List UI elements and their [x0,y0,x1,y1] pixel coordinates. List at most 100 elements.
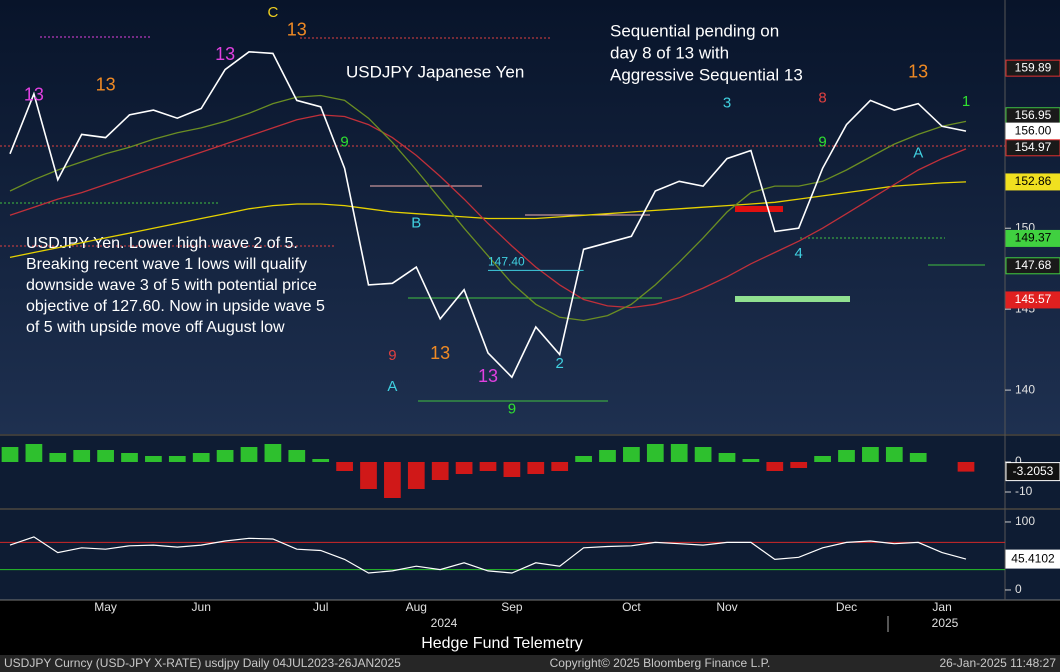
price-label: 145.57 [1015,292,1052,306]
x-tick-label: May [94,600,117,614]
y-tick-label: 0 [1015,454,1022,468]
sequential-count: A [913,145,923,162]
histogram-bar [670,443,688,462]
sequential-count: 13 [215,44,235,64]
histogram-bar [862,446,879,462]
histogram-bar [694,446,712,462]
histogram-bar [288,449,306,462]
sequential-count: 3 [723,95,731,112]
histogram-bar [264,443,282,462]
histogram-bar [551,461,569,471]
sequential-count: 1 [962,93,970,110]
watermark: Hedge Fund Telemetry [421,635,583,652]
histogram-bar [25,443,43,462]
sequential-count: 4 [795,245,803,262]
histogram-bar [623,446,640,462]
sequential-count: 13 [430,343,450,363]
chart-title: USDJPY Japanese Yen [346,62,524,81]
annotation: Sequential pending on [610,21,779,40]
footer-center: Copyright© 2025 Bloomberg Finance L.P. [550,656,771,670]
histogram-bar [718,452,736,462]
last-value-box [1005,549,1060,569]
histogram-bar [885,446,903,462]
histogram-bar [766,461,784,471]
histogram-bar [49,452,67,462]
histogram-bar [479,461,497,471]
year-label: 2024 [431,616,458,630]
last-value-label: 45.4102 [1011,551,1055,565]
x-tick-label: Oct [622,600,641,614]
histogram-bar [216,449,234,462]
sequential-count: 9 [818,133,826,150]
histogram-bar [336,461,353,471]
signal-bar [735,296,850,302]
histogram-bar [145,455,162,462]
histogram-bar [168,455,186,462]
histogram-bar [814,455,831,462]
price-label: 152.86 [1015,174,1052,188]
sequential-count: 2 [556,355,564,372]
sequential-count: 13 [287,20,307,40]
price-label: 156.95 [1015,108,1052,122]
histogram-bar [790,461,808,468]
histogram-bar [599,449,616,462]
price-label-box [1005,173,1060,191]
histogram-bar [838,449,855,462]
footer-right: 26-Jan-2025 11:48:27 [939,656,1056,670]
histogram-bar [527,461,545,474]
x-tick-label: Jul [313,600,328,614]
rsi-line [9,536,967,574]
moving-average [9,94,967,322]
price-label: 159.89 [1015,60,1052,74]
histogram-bar [575,455,592,462]
sequential-count: C [267,4,278,21]
histogram-bar [646,443,664,462]
note: USDJPY Yen. Lower high wave 2 of 5. [26,235,298,252]
price-label: 147.68 [1015,258,1052,272]
price-label-box [1005,59,1060,77]
price-label: 156.00 [1015,123,1052,137]
last-value-label: -3.2053 [1013,464,1054,478]
rsi-panel [0,510,1060,600]
histogram-bar [1,446,19,462]
sequential-count: 9 [340,133,348,150]
x-tick-label: Aug [406,600,427,614]
year-label: 2025 [932,616,959,630]
histogram-bar [192,452,210,462]
x-tick-label: Dec [836,600,857,614]
x-tick-label: Jan [932,600,951,614]
histogram-bar [97,449,114,462]
price-label: 149.37 [1015,231,1052,245]
annotation: Aggressive Sequential 13 [610,65,803,84]
footer-bar [0,655,1060,672]
price-line [9,50,967,379]
price-label-box [1005,257,1060,275]
histogram-bar [742,458,760,462]
sequential-count: B [411,214,421,231]
x-tick-label: Sep [501,600,523,614]
note: of 5 with upside move off August low [26,319,285,336]
moving-average [9,114,967,309]
signal-bar [735,206,783,212]
histogram-bar [240,446,258,462]
sequential-count: 13 [96,75,116,95]
y-tick-label: -10 [1015,484,1033,498]
note: Breaking recent wave 1 lows will qualify [26,256,307,273]
sequential-count: 9 [388,347,396,364]
y-tick-label: 100 [1015,514,1035,528]
last-value-box [1005,462,1060,482]
footer-left: USDJPY Curncy (USD-JPY X-RATE) usdjpy Da… [4,656,401,670]
x-tick-label: Nov [716,600,737,614]
histogram-bar [73,449,91,462]
y-tick-label: 0 [1015,582,1022,596]
sequential-count: 9 [508,400,516,417]
histogram-bar [455,461,473,474]
sequential-count: 8 [818,90,826,107]
price-label-box [1005,139,1060,157]
histogram-bar [431,461,449,480]
histogram-bar [121,452,138,462]
annotation: day 8 of 13 with [610,43,729,62]
histogram-bar [909,452,927,462]
sequential-count: 13 [24,84,44,104]
